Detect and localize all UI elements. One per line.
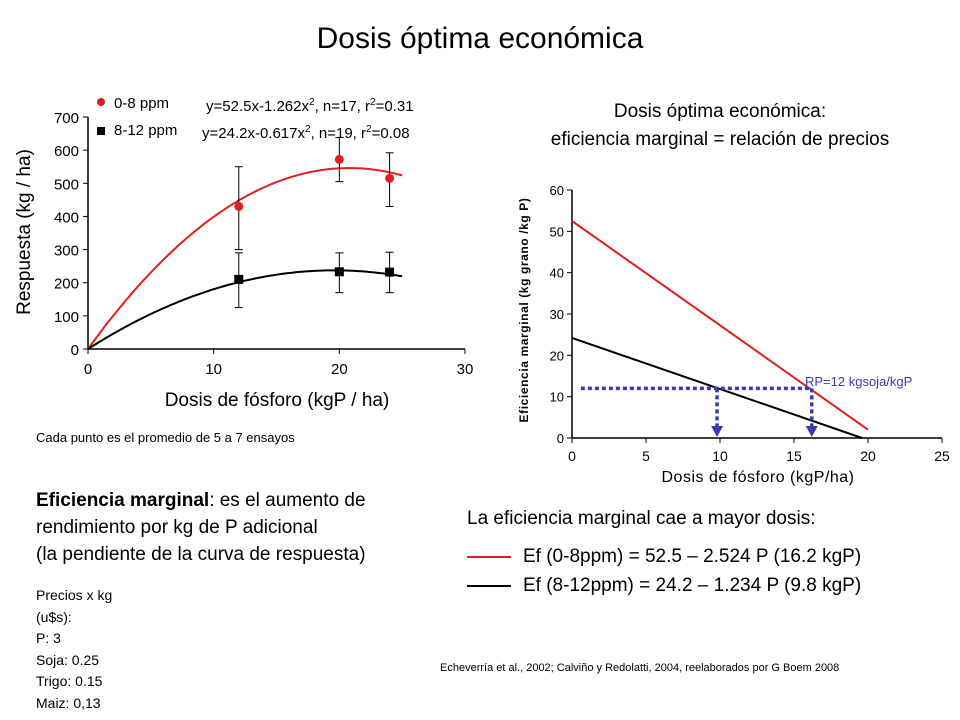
x-tick-label: 20 (331, 361, 348, 378)
equation-text-0-8ppm: Ef (0-8ppm) = 52.5 – 2.524 P (16.2 kgP) (523, 546, 862, 567)
y-tick-label: 50 (550, 224, 564, 239)
x-tick-label: 30 (457, 361, 474, 378)
price-item-soja: Soja: 0.25 (36, 651, 100, 668)
equation-row-0-8ppm: Ef (0-8ppm) = 52.5 – 2.524 P (16.2 kgP) (467, 546, 861, 568)
legend-marker-0-8ppm (97, 98, 105, 106)
equation-row-8-12ppm: Ef (8-12ppm) = 24.2 – 1.234 P (9.8 kgP) (467, 575, 861, 597)
right-heading-line1: Dosis óptima económica: (613, 101, 827, 122)
x-tick-label: 10 (205, 361, 222, 378)
definition-line3: (la pendiente de la curva de respuesta) (36, 544, 366, 565)
x-tick-label: 0 (84, 361, 92, 378)
price-ratio-label: RP=12 kgsoja/kgP (805, 374, 912, 389)
response-chart-ylabel: Respuesta (kg / ha) (14, 149, 35, 315)
prices-list: Precios x kg (u$s): P: 3 Soja: 0.25 Trig… (36, 585, 112, 714)
data-point-0-8ppm (234, 201, 244, 211)
legend-equation-8-12ppm: y=24.2x-0.617x2, n=19, r2=0.08 (202, 124, 410, 142)
definition-text: Eficiencia marginal: es el aumento de re… (36, 487, 366, 568)
price-item-trigo: Trigo: 0.15 (36, 673, 103, 689)
marginal-chart-price-ratio (580, 386, 818, 437)
equation-line-swatch-red (467, 556, 511, 558)
price-item-maiz: Maiz: 0,13 (36, 694, 101, 711)
legend-label-0-8ppm: 0-8 ppm (114, 95, 169, 112)
footnote: Cada punto es el promedio de 5 a 7 ensay… (36, 430, 295, 445)
data-point-0-8ppm (334, 154, 344, 164)
y-tick-label: 300 (54, 243, 79, 260)
legend-label-8-12ppm: 8-12 ppm (114, 122, 177, 139)
response-chart: 0 100 200 300 400 500 600 700 0 10 20 30 0-8 ppm y=… (14, 95, 473, 411)
response-chart-ticks: 0 100 200 300 400 500 600 700 0 10 20 30 (54, 110, 473, 378)
right-heading-line2: eficiencia marginal = relación de precio… (550, 129, 890, 150)
y-tick-label: 100 (54, 309, 79, 326)
y-tick-label: 0 (71, 342, 79, 359)
definition-line2: rendimiento por kg de P adicional (36, 517, 318, 538)
definition-term: Eficiencia marginal (36, 490, 210, 511)
x-tick-label: 5 (642, 448, 650, 464)
y-tick-label: 500 (54, 176, 79, 193)
marginal-chart-ylabel: Eficiencia marginal (kg grano /kg P) (517, 198, 531, 423)
marginal-chart-xlabel: Dosis de fósforo (kgP/ha) (661, 469, 854, 486)
x-tick-label: 20 (860, 448, 876, 464)
y-tick-label: 200 (54, 276, 79, 293)
marginal-efficiency-chart: 0 10 20 30 40 50 60 0 5 10 15 20 25 Dosis de fósforo… (517, 183, 950, 486)
definition-rest: : es el aumento de (209, 490, 366, 511)
fit-curve-0-8ppm (87, 166, 403, 350)
y-tick-label: 10 (550, 390, 564, 405)
y-tick-label: 700 (54, 110, 79, 127)
y-tick-label: 20 (550, 348, 564, 363)
response-chart-legend: 0-8 ppm y=52.5x-1.262x2, n=17, r2=0.31 8… (97, 95, 414, 142)
price-item-p: P: 3 (36, 630, 61, 646)
response-chart-curves (87, 166, 403, 350)
equation-text-8-12ppm: Ef (8-12ppm) = 24.2 – 1.234 P (9.8 kgP) (523, 575, 862, 596)
y-tick-label: 0 (557, 431, 564, 446)
response-chart-points (234, 137, 395, 309)
data-point-8-12ppm (385, 267, 395, 277)
y-tick-label: 600 (54, 143, 79, 160)
y-tick-label: 400 (54, 209, 79, 226)
optimal-dose-arrow-icon (805, 426, 818, 437)
optimal-dose-arrow-icon (711, 426, 724, 437)
data-point-8-12ppm (234, 274, 244, 284)
citation: Echeverría et al., 2002; Calviño y Redol… (440, 662, 840, 674)
efficiency-falls-text: La eficiencia marginal cae a mayor dosis… (467, 508, 816, 529)
fit-curve-8-12ppm (87, 269, 403, 350)
x-tick-label: 0 (568, 448, 576, 464)
efficiency-line-0-8ppm (571, 220, 869, 431)
data-point-8-12ppm (334, 267, 344, 277)
marginal-chart-ticks: 0 10 20 30 40 50 60 0 5 10 15 20 25 (550, 183, 950, 464)
equation-line-swatch-black (467, 585, 511, 587)
response-chart-xlabel: Dosis de fósforo (kgP / ha) (165, 390, 390, 411)
prices-heading-2: (u$s): (36, 608, 72, 625)
x-tick-label: 10 (712, 448, 728, 464)
data-point-0-8ppm (385, 173, 395, 183)
x-tick-label: 15 (786, 448, 802, 464)
y-tick-label: 30 (550, 307, 564, 322)
y-tick-label: 40 (550, 266, 564, 281)
right-heading: Dosis óptima económica: eficiencia margi… (480, 98, 960, 154)
legend-equation-0-8ppm: y=52.5x-1.262x2, n=17, r2=0.31 (206, 97, 414, 115)
legend-marker-8-12ppm (97, 127, 105, 135)
prices-heading-1: Precios x kg (36, 587, 113, 603)
x-tick-label: 25 (934, 448, 950, 464)
page-title: Dosis óptima económica (316, 22, 644, 55)
y-tick-label: 60 (550, 183, 564, 198)
response-chart-axes (87, 117, 465, 350)
marginal-chart-lines (571, 220, 869, 439)
